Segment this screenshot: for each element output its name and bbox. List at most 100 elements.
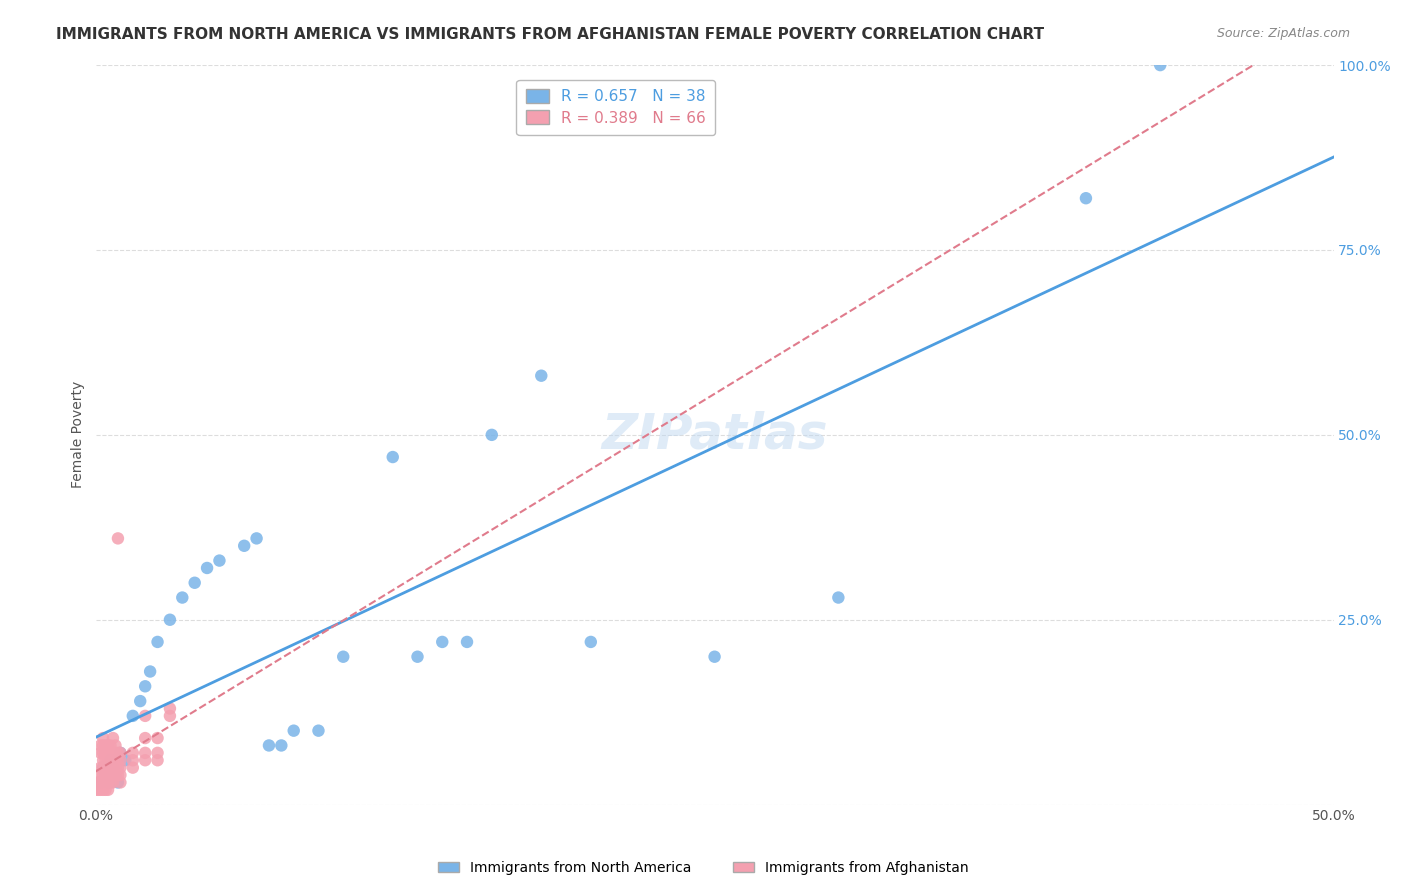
- Point: [97, 753, 120, 767]
- Point: [101, 746, 124, 760]
- Point: [146, 731, 169, 745]
- Point: [107, 753, 129, 767]
- Point: [100, 768, 122, 782]
- Point: [100, 753, 122, 767]
- Point: [827, 591, 849, 605]
- Point: [110, 746, 132, 760]
- Point: [159, 701, 181, 715]
- Point: [110, 761, 132, 775]
- Point: [134, 679, 156, 693]
- Point: [110, 768, 132, 782]
- Point: [308, 723, 330, 738]
- Point: [114, 753, 136, 767]
- Point: [110, 746, 132, 760]
- Point: [134, 709, 156, 723]
- Point: [90, 782, 112, 797]
- Point: [87, 775, 110, 789]
- Legend: R = 0.657   N = 38, R = 0.389   N = 66: R = 0.657 N = 38, R = 0.389 N = 66: [516, 80, 714, 135]
- Point: [97, 739, 120, 753]
- Point: [94, 775, 117, 789]
- Point: [101, 761, 124, 775]
- Point: [94, 761, 117, 775]
- Point: [183, 575, 205, 590]
- Point: [101, 761, 124, 775]
- Point: [104, 753, 127, 767]
- Point: [107, 746, 129, 760]
- Point: [107, 532, 129, 546]
- Point: [91, 739, 114, 753]
- Point: [97, 775, 120, 789]
- Point: [100, 775, 122, 789]
- Point: [100, 739, 122, 753]
- Point: [101, 753, 124, 767]
- Point: [87, 768, 110, 782]
- Point: [91, 782, 114, 797]
- Point: [101, 731, 124, 745]
- Point: [90, 746, 112, 760]
- Point: [139, 665, 162, 679]
- Point: [703, 649, 725, 664]
- Point: [91, 746, 114, 760]
- Point: [91, 753, 114, 767]
- Point: [481, 428, 503, 442]
- Point: [94, 746, 117, 760]
- Text: ZIPatlas: ZIPatlas: [602, 411, 828, 458]
- Point: [1074, 191, 1097, 205]
- Point: [91, 761, 114, 775]
- Legend: Immigrants from North America, Immigrants from Afghanistan: Immigrants from North America, Immigrant…: [432, 855, 974, 880]
- Point: [91, 731, 114, 745]
- Point: [101, 775, 124, 789]
- Point: [84, 782, 107, 797]
- Point: [90, 761, 112, 775]
- Point: [110, 775, 132, 789]
- Point: [91, 768, 114, 782]
- Point: [579, 635, 602, 649]
- Point: [159, 613, 181, 627]
- Point: [107, 768, 129, 782]
- Point: [110, 753, 132, 767]
- Point: [134, 746, 156, 760]
- Point: [91, 761, 114, 775]
- Point: [97, 746, 120, 760]
- Point: [104, 761, 127, 775]
- Point: [233, 539, 256, 553]
- Point: [283, 723, 305, 738]
- Point: [208, 553, 231, 567]
- Point: [90, 775, 112, 789]
- Point: [432, 635, 454, 649]
- Point: [97, 782, 120, 797]
- Point: [94, 768, 117, 782]
- Point: [134, 753, 156, 767]
- Point: [129, 694, 152, 708]
- Point: [104, 746, 127, 760]
- Point: [406, 649, 429, 664]
- Point: [90, 739, 112, 753]
- Point: [257, 739, 280, 753]
- Point: [100, 753, 122, 767]
- Point: [94, 753, 117, 767]
- Point: [245, 532, 267, 546]
- Point: [159, 709, 181, 723]
- Point: [146, 753, 169, 767]
- Point: [146, 635, 169, 649]
- Point: [121, 746, 143, 760]
- Point: [195, 561, 218, 575]
- Point: [146, 746, 169, 760]
- Point: [107, 761, 129, 775]
- Text: IMMIGRANTS FROM NORTH AMERICA VS IMMIGRANTS FROM AFGHANISTAN FEMALE POVERTY CORR: IMMIGRANTS FROM NORTH AMERICA VS IMMIGRA…: [56, 27, 1045, 42]
- Point: [91, 775, 114, 789]
- Point: [530, 368, 553, 383]
- Point: [121, 709, 143, 723]
- Point: [94, 768, 117, 782]
- Point: [104, 739, 127, 753]
- Point: [121, 753, 143, 767]
- Point: [90, 775, 112, 789]
- Point: [134, 731, 156, 745]
- Point: [94, 782, 117, 797]
- Point: [104, 768, 127, 782]
- Text: Source: ZipAtlas.com: Source: ZipAtlas.com: [1216, 27, 1350, 40]
- Point: [94, 739, 117, 753]
- Point: [97, 775, 120, 789]
- Point: [1149, 58, 1171, 72]
- Point: [381, 450, 404, 464]
